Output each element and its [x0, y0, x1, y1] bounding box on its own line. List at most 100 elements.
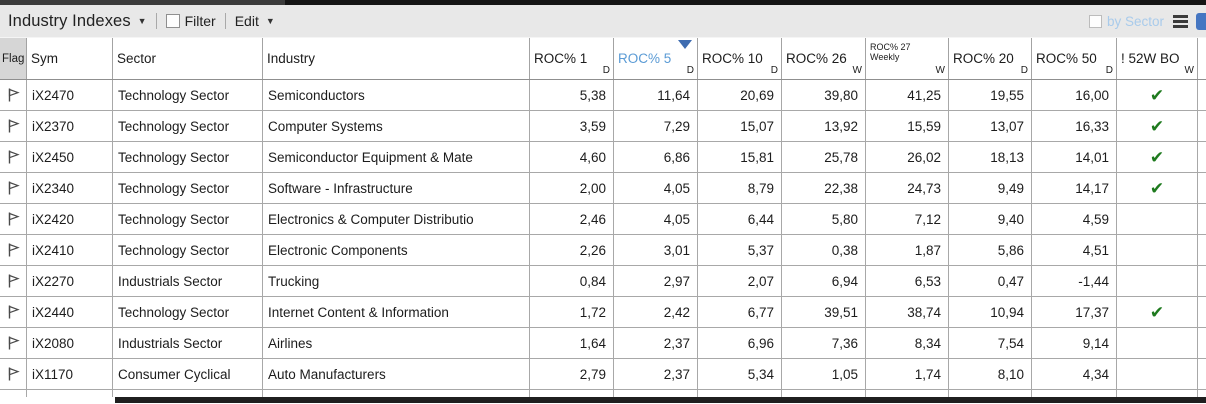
table-row[interactable]: iX2370 Technology Sector Computer System…	[0, 111, 1206, 142]
symbol-cell[interactable]: iX2270	[27, 266, 113, 296]
symbol-cell[interactable]: iX2370	[27, 111, 113, 141]
by-sector-checkbox[interactable]	[1088, 14, 1102, 28]
roc1-cell: 2,26	[530, 235, 614, 265]
hamburger-menu-icon[interactable]	[1173, 14, 1188, 28]
roc20-cell: 0,47	[949, 266, 1032, 296]
industry-cell: Airlines	[263, 328, 530, 358]
symbol-cell[interactable]: iX2450	[27, 142, 113, 172]
roc20-cell: 9,49	[949, 173, 1032, 203]
column-header-roc20[interactable]: ROC% 20 D	[949, 38, 1032, 79]
industry-cell: Internet Content & Information	[263, 297, 530, 327]
table-row[interactable]: iX2450 Technology Sector Semiconductor E…	[0, 142, 1206, 173]
flag-cell[interactable]	[0, 297, 27, 327]
roc10-cell: 2,07	[698, 266, 782, 296]
table-row[interactable]: iX2410 Technology Sector Electronic Comp…	[0, 235, 1206, 266]
flag-icon	[8, 181, 20, 195]
roc26-cell: 39,80	[782, 80, 866, 110]
filter-checkbox[interactable]	[165, 14, 180, 28]
column-header-flag[interactable]: Flag	[0, 38, 27, 79]
roc5-cell: 6,86	[614, 142, 698, 172]
column-header-industry[interactable]: Industry	[263, 38, 530, 79]
column-header-roc27-weekly[interactable]: ROC% 27 Weekly W	[866, 38, 949, 79]
symbol-cell[interactable]: iX2440	[27, 297, 113, 327]
flag-cell[interactable]	[0, 173, 27, 203]
flag-cell[interactable]	[0, 235, 27, 265]
flag-icon	[8, 150, 20, 164]
flag-cell[interactable]	[0, 328, 27, 358]
flag-cell[interactable]	[0, 111, 27, 141]
period-tag: W	[935, 64, 945, 76]
column-header-sector[interactable]: Sector	[113, 38, 263, 79]
row-filler	[1198, 328, 1206, 358]
sector-cell: Technology Sector	[113, 297, 263, 327]
table-row[interactable]: iX2440 Technology Sector Internet Conten…	[0, 297, 1206, 328]
by-sector-label[interactable]: by Sector	[1106, 13, 1164, 29]
column-header-roc26[interactable]: ROC% 26 W	[782, 38, 866, 79]
symbol-cell[interactable]: iX1170	[27, 359, 113, 389]
column-header-sym[interactable]: Sym	[27, 38, 113, 79]
roc10-cell: 6,77	[698, 297, 782, 327]
sector-cell: Technology Sector	[113, 204, 263, 234]
table-row[interactable]: iX2470 Technology Sector Semiconductors …	[0, 80, 1206, 111]
edge-panel-button[interactable]	[1196, 12, 1206, 30]
roc1-cell: 0,84	[530, 266, 614, 296]
table-row[interactable]: iX2420 Technology Sector Electronics & C…	[0, 204, 1206, 235]
row-filler	[1198, 266, 1206, 296]
flag-icon	[8, 88, 20, 102]
symbol-cell[interactable]: iX2340	[27, 173, 113, 203]
chevron-down-icon[interactable]: ▼	[137, 15, 147, 26]
flag-cell[interactable]	[0, 204, 27, 234]
table-body: iX2470 Technology Sector Semiconductors …	[0, 80, 1206, 390]
edit-menu[interactable]: Edit	[234, 13, 259, 29]
column-header-52w-bo[interactable]: ! 52W BO W	[1117, 38, 1198, 79]
roc5-cell: 3,01	[614, 235, 698, 265]
symbol-cell[interactable]: iX2410	[27, 235, 113, 265]
table-row[interactable]: iX2340 Technology Sector Software - Infr…	[0, 173, 1206, 204]
flag-cell[interactable]	[0, 266, 27, 296]
table-row[interactable]: iX1170 Consumer Cyclical Auto Manufactur…	[0, 359, 1206, 390]
52w-breakout-cell: ✔	[1117, 173, 1198, 203]
roc27-cell: 41,25	[866, 80, 949, 110]
industry-cell: Computer Systems	[263, 111, 530, 141]
flag-cell[interactable]	[0, 359, 27, 389]
watchlist-title-dropdown[interactable]: Industry Indexes	[8, 11, 131, 30]
sector-cell: Technology Sector	[113, 80, 263, 110]
flag-cell[interactable]	[0, 80, 27, 110]
52w-breakout-cell: ✔	[1117, 80, 1198, 110]
column-header-roc50[interactable]: ROC% 50 D	[1032, 38, 1117, 79]
row-filler	[1198, 235, 1206, 265]
check-icon: ✔	[1149, 147, 1165, 167]
symbol-cell[interactable]: iX2470	[27, 80, 113, 110]
roc26-cell: 25,78	[782, 142, 866, 172]
period-tag: D	[602, 65, 610, 76]
flag-icon	[8, 305, 20, 319]
symbol-cell[interactable]: iX2080	[27, 328, 113, 358]
roc50-cell: 4,34	[1032, 359, 1117, 389]
horizontal-scrollbar[interactable]	[115, 397, 1206, 403]
flag-icon	[8, 336, 20, 350]
period-tag: D	[770, 65, 778, 76]
chevron-down-icon[interactable]: ▼	[265, 15, 275, 26]
roc5-cell: 2,37	[614, 359, 698, 389]
flag-icon	[8, 243, 20, 257]
roc26-cell: 1,05	[782, 359, 866, 389]
sector-cell: Industrials Sector	[113, 266, 263, 296]
roc5-cell: 11,64	[614, 80, 698, 110]
roc5-cell: 2,37	[614, 328, 698, 358]
filter-label[interactable]: Filter	[184, 13, 216, 29]
symbol-cell[interactable]: iX2420	[27, 204, 113, 234]
flag-cell[interactable]	[0, 142, 27, 172]
table-row[interactable]: iX2080 Industrials Sector Airlines 1,64 …	[0, 328, 1206, 359]
industry-cell: Semiconductor Equipment & Mate	[263, 142, 530, 172]
flag-icon	[8, 367, 20, 381]
roc26-cell: 22,38	[782, 173, 866, 203]
52w-breakout-cell: ✔	[1117, 142, 1198, 172]
sort-descending-icon	[678, 40, 692, 49]
roc20-cell: 7,54	[949, 328, 1032, 358]
roc27-cell: 26,02	[866, 142, 949, 172]
column-header-roc10[interactable]: ROC% 10 D	[698, 38, 782, 79]
roc50-cell: -1,44	[1032, 266, 1117, 296]
table-row[interactable]: iX2270 Industrials Sector Trucking 0,84 …	[0, 266, 1206, 297]
